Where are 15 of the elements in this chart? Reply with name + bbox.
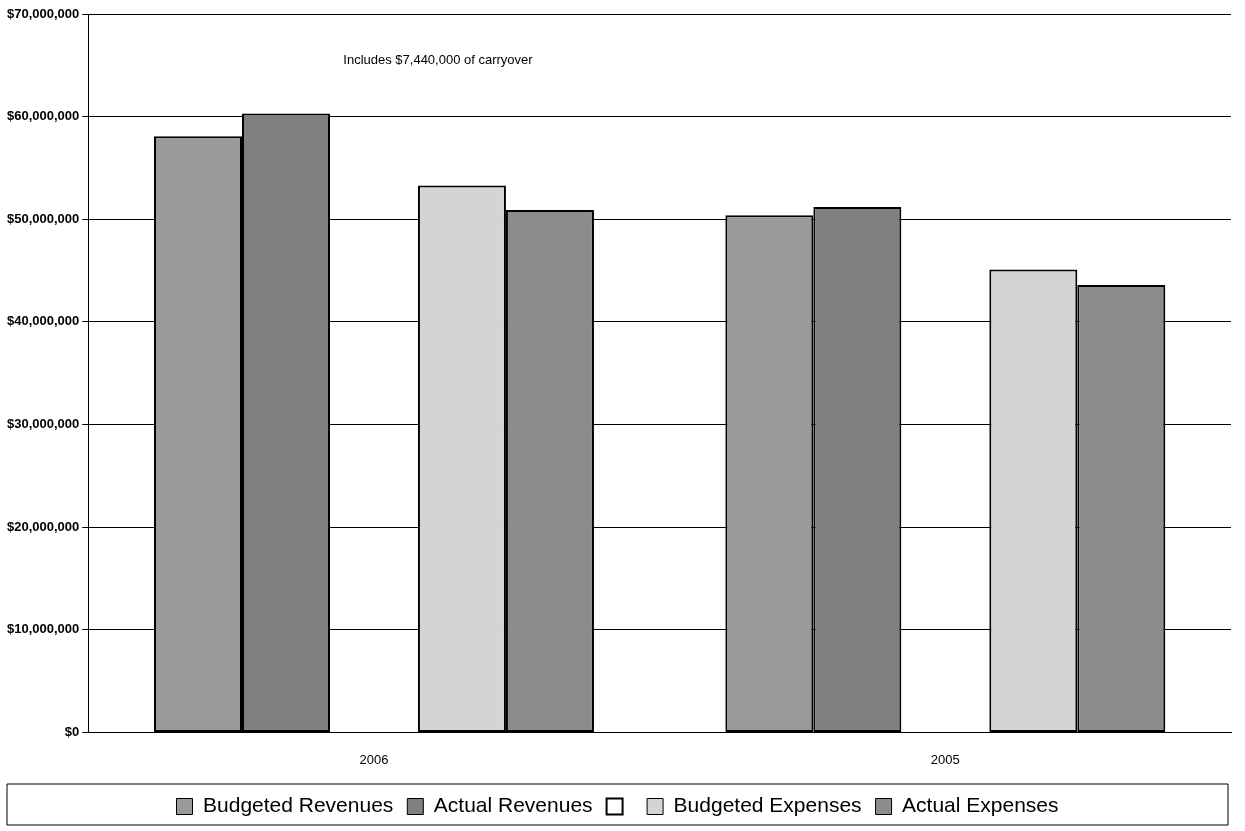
y-tick-label: $0 bbox=[64, 723, 80, 739]
annotation: Includes $7,440,000 of carryover bbox=[343, 51, 534, 67]
legend-label: Actual Revenues bbox=[433, 793, 593, 817]
x-tick-label: 2005 bbox=[930, 751, 960, 767]
legend-label: Budgeted Revenues bbox=[203, 793, 394, 817]
y-tick-label: $70,000,000 bbox=[7, 5, 80, 21]
y-tick-label: $40,000,000 bbox=[7, 313, 80, 329]
y-tick-label: $30,000,000 bbox=[7, 416, 80, 432]
y-tick-label: $50,000,000 bbox=[7, 210, 80, 226]
legend-label: Actual Expenses bbox=[902, 793, 1059, 817]
y-tick-label: $10,000,000 bbox=[7, 621, 80, 637]
y-tick-label: $60,000,000 bbox=[7, 108, 80, 124]
x-tick-label: 2006 bbox=[359, 751, 389, 767]
y-tick-label: $20,000,000 bbox=[7, 518, 80, 534]
legend-label: Budgeted Expenses bbox=[673, 793, 862, 817]
